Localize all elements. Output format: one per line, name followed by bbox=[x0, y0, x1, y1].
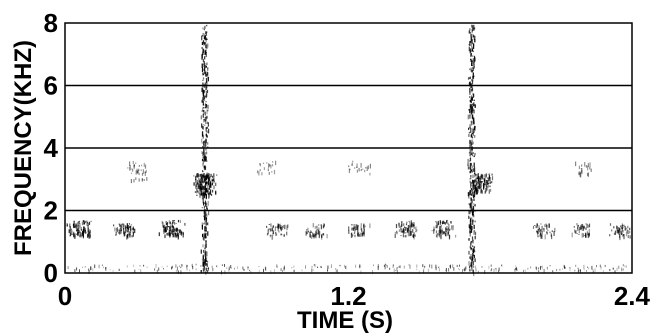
y-tick-4: 4 bbox=[44, 133, 59, 163]
y-tick-labels: 0 2 4 6 8 bbox=[44, 8, 59, 288]
y-axis-label: FREQUENCY(KHZ) bbox=[10, 40, 37, 256]
y-tick-0: 0 bbox=[44, 258, 58, 288]
x-tick-0: 0 bbox=[58, 281, 72, 311]
y-tick-2: 2 bbox=[44, 196, 58, 226]
x-tick-2.4: 2.4 bbox=[614, 281, 651, 311]
x-axis-label: TIME (S) bbox=[297, 307, 393, 333]
y-tick-6: 6 bbox=[44, 71, 58, 101]
y-tick-8: 8 bbox=[44, 8, 58, 38]
